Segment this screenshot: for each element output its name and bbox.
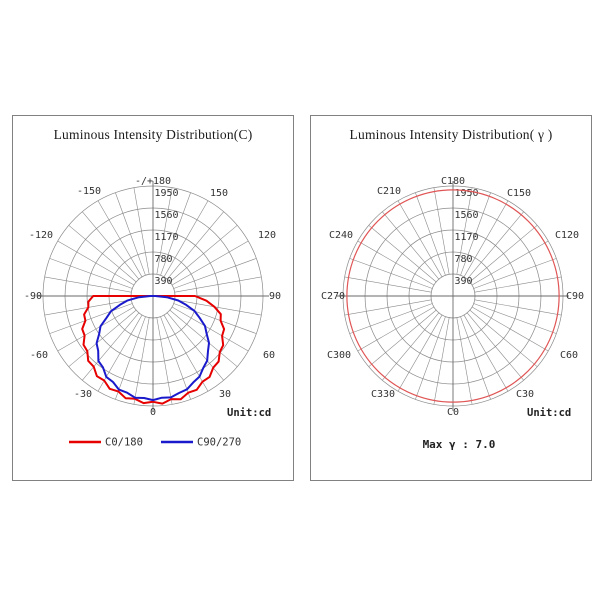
- angle-label: C120: [555, 230, 579, 241]
- angle-label: C180: [441, 176, 465, 187]
- angle-label: -90: [24, 291, 42, 302]
- angle-label: C330: [371, 389, 395, 400]
- ring-value-label: 390: [155, 276, 173, 287]
- angle-label: 150: [210, 188, 228, 199]
- angle-label: -/+180: [135, 176, 171, 187]
- ring-value-label: 1950: [155, 188, 179, 199]
- curve-c0-180: [81, 295, 226, 405]
- ring-value-label: 1560: [155, 210, 179, 221]
- unit-label: Unit:cd: [227, 407, 271, 419]
- angle-label: C90: [566, 291, 584, 302]
- angle-label: C30: [516, 389, 534, 400]
- ring-value-label: 780: [455, 254, 473, 265]
- unit-label: Unit:cd: [527, 407, 571, 419]
- ring-value-label: 780: [155, 254, 173, 265]
- angle-label: 0: [150, 407, 156, 418]
- angle-label: -60: [30, 350, 48, 361]
- angle-label: C150: [507, 188, 531, 199]
- angle-label: -120: [29, 230, 53, 241]
- c-panel-title: Luminous Intensity Distribution(C): [53, 127, 253, 142]
- angle-label: C240: [329, 230, 353, 241]
- gamma-intensity-circle: [346, 189, 560, 403]
- gamma-distribution-panel: Luminous Intensity Distribution( γ ) 390…: [310, 115, 592, 481]
- angle-label: -30: [74, 389, 92, 400]
- angle-label: 60: [263, 350, 275, 361]
- angle-label: C0: [447, 407, 459, 418]
- max-gamma-label: Max γ : 7.0: [423, 438, 496, 451]
- polar-grid: [337, 181, 569, 411]
- ring-value-label: 1170: [455, 232, 479, 243]
- c-plane-distribution-panel: Luminous Intensity Distribution(C) 390 78…: [12, 115, 294, 481]
- angle-label: 90: [269, 291, 281, 302]
- legend-label: C90/270: [197, 437, 241, 449]
- legend-label: C0/180: [105, 437, 143, 449]
- c-plane-polar-chart: 390 780 1170 1560 1950-/+180 150 120 90 60 30 0 -30…: [24, 176, 281, 449]
- legend: C0/180 C90/270: [69, 437, 241, 449]
- gamma-panel-title: Luminous Intensity Distribution( γ ): [349, 127, 553, 142]
- angle-label: C210: [377, 186, 401, 197]
- angle-label: 30: [219, 389, 231, 400]
- angle-label: C60: [560, 350, 578, 361]
- ring-value-label: 1170: [155, 232, 179, 243]
- ring-value-label: 390: [455, 276, 473, 287]
- angle-label: C300: [327, 350, 351, 361]
- angle-label: -150: [77, 186, 101, 197]
- ring-value-label: 1560: [455, 210, 479, 221]
- curve-c90-270: [95, 295, 210, 402]
- angle-label: 120: [258, 230, 276, 241]
- angle-label: C270: [321, 291, 345, 302]
- ring-value-label: 1950: [455, 188, 479, 199]
